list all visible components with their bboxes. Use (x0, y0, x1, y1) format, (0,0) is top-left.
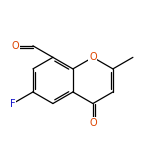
Text: O: O (89, 52, 97, 62)
Text: F: F (10, 98, 16, 109)
Text: O: O (12, 41, 19, 51)
Text: O: O (89, 118, 97, 128)
